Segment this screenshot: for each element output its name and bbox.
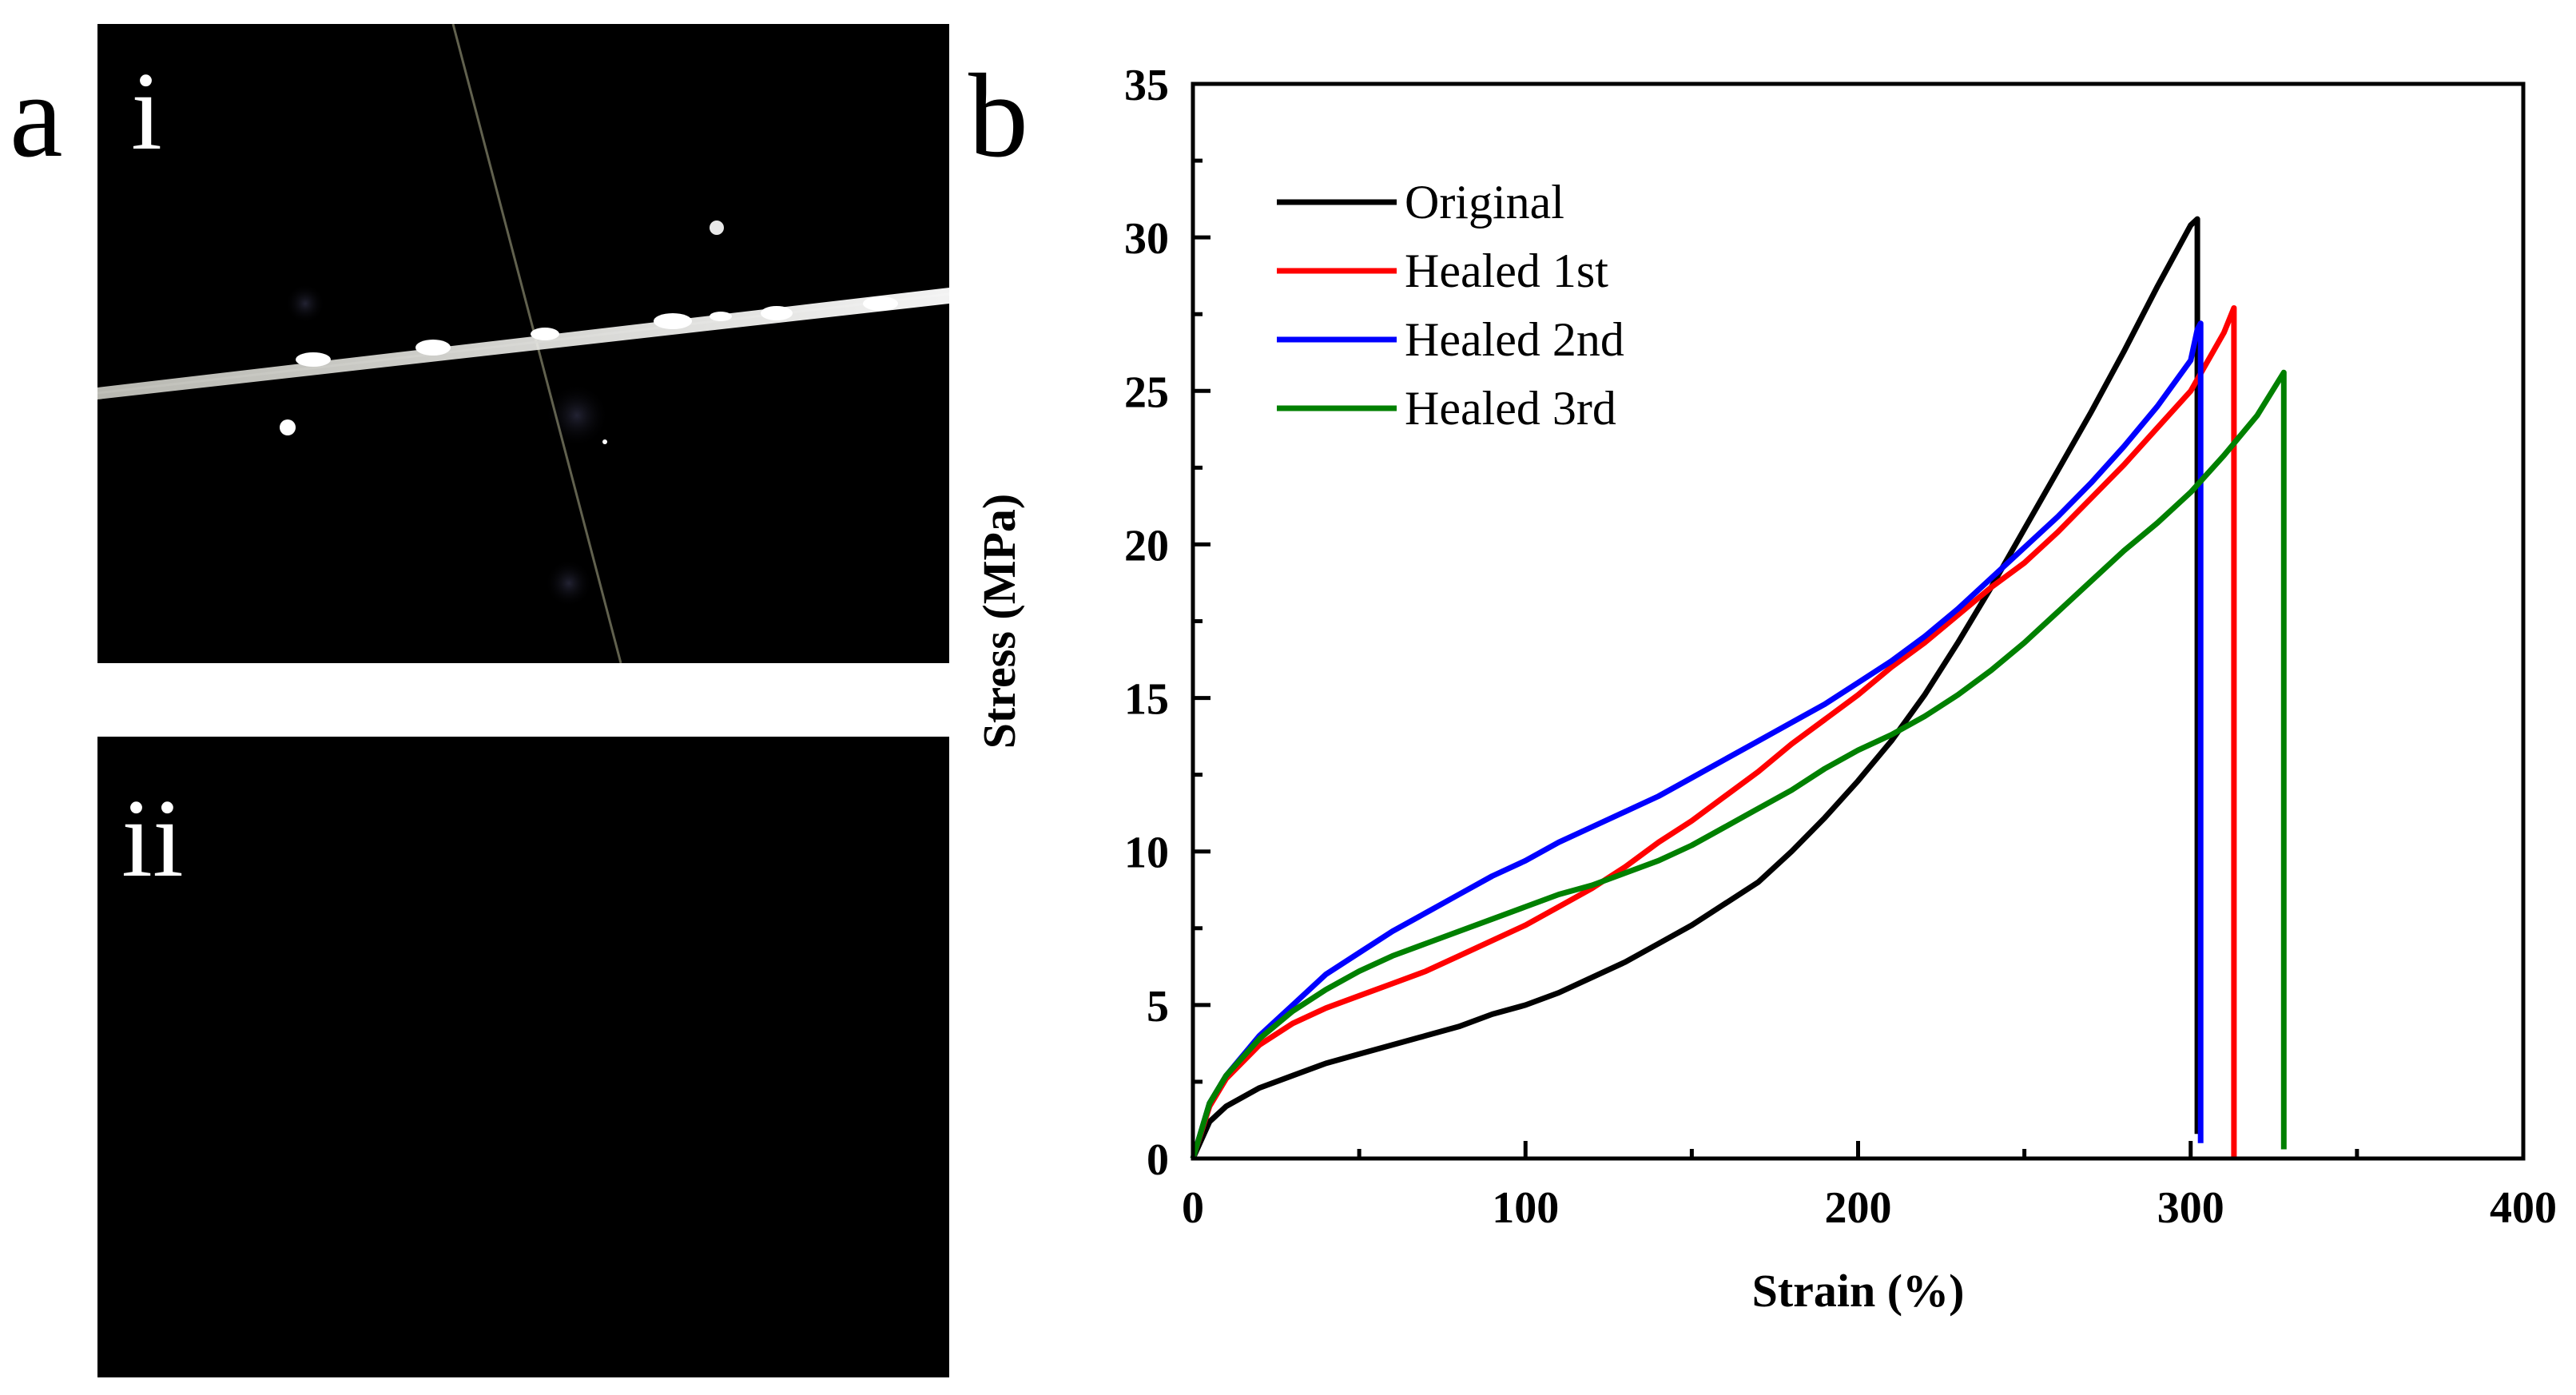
series-line-3	[1190, 320, 2204, 1160]
x-tick-label-4: 400	[2490, 1183, 2557, 1233]
plot-area	[1190, 216, 2287, 1160]
axes: 0 100 200 300 400 0 5 10 15 20 25 30 35	[1124, 61, 2557, 1233]
series-line-1	[1190, 216, 2200, 1160]
y-tick-label-2: 10	[1124, 829, 1169, 878]
series-line-4	[1190, 369, 2287, 1160]
micrograph-damaged: i	[97, 24, 949, 663]
subpanel-label-i: i	[131, 50, 162, 173]
legend-label-2: Healed 1st	[1405, 244, 1608, 297]
panel-b-letter: b	[968, 50, 1028, 182]
micrograph-healed: ii	[97, 737, 949, 1377]
y-tick-label-5: 25	[1124, 368, 1169, 417]
series-line-2	[1190, 305, 2237, 1160]
panel-a-letter: a	[10, 50, 63, 182]
legend-label-3: Healed 2nd	[1405, 313, 1624, 366]
legend-label-1: Original	[1405, 176, 1564, 229]
y-tick-label-3: 15	[1124, 675, 1169, 725]
plot-frame	[1191, 81, 2526, 1161]
scratch-image	[97, 24, 949, 663]
x-tick-label-2: 200	[1825, 1183, 1892, 1233]
subpanel-label-ii: ii	[121, 777, 184, 900]
x-tick-label-1: 100	[1492, 1183, 1559, 1233]
stress-strain-chart: 0 100 200 300 400 0 5 10 15 20 25 30 35 Original Heal…	[973, 61, 2557, 1317]
x-tick-label-0: 0	[1182, 1183, 1204, 1233]
y-tick-label-4: 20	[1124, 521, 1169, 570]
legend: Original Healed 1st Healed 2nd Healed 3rd	[1277, 176, 1624, 435]
y-axis-label: Stress (MPa)	[973, 494, 1025, 749]
y-tick-label-0: 0	[1147, 1135, 1169, 1185]
legend-label-4: Healed 3rd	[1405, 382, 1616, 435]
y-tick-label-7: 35	[1124, 61, 1169, 110]
x-axis-label: Strain (%)	[1752, 1265, 1965, 1317]
y-tick-label-1: 5	[1147, 982, 1169, 1031]
x-tick-label-3: 300	[2157, 1183, 2224, 1233]
y-tick-label-6: 30	[1124, 214, 1169, 264]
